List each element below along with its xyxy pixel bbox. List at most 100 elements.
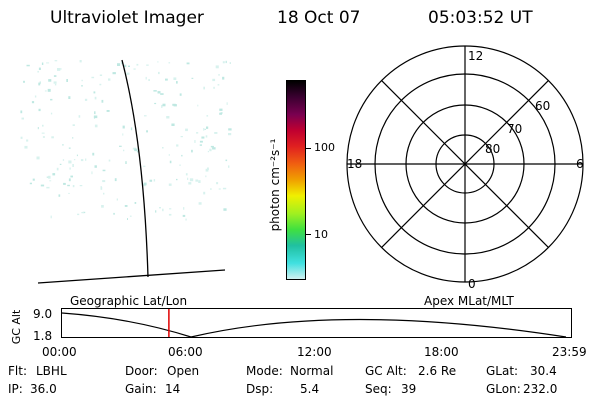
speckle xyxy=(225,60,227,64)
speckle xyxy=(44,90,47,92)
speckle xyxy=(205,168,209,172)
speckle xyxy=(63,182,66,185)
speckle xyxy=(102,180,106,183)
speckle xyxy=(103,192,105,195)
speckle xyxy=(222,187,227,190)
status-gain-value: 14 xyxy=(165,382,181,396)
speckle xyxy=(91,76,95,79)
speckle xyxy=(228,128,232,131)
colorbar-tick-mark-100 xyxy=(306,148,311,149)
speckle xyxy=(149,179,153,182)
speckle xyxy=(165,78,168,81)
speckle xyxy=(223,208,227,211)
speckle xyxy=(161,104,163,108)
speckle xyxy=(72,164,74,167)
speckle xyxy=(168,62,171,64)
status-gcalt-label: GC Alt: xyxy=(365,364,407,378)
speckle xyxy=(205,175,207,178)
mlat-label-80: 80 xyxy=(485,142,500,156)
speckle xyxy=(207,167,209,170)
colorbar-tick-mark-10 xyxy=(306,234,311,235)
speckle xyxy=(181,154,183,157)
timeline-ytick-low: 1.8 xyxy=(33,329,53,343)
speckle xyxy=(78,115,81,118)
speckle xyxy=(214,132,218,134)
speckle xyxy=(62,159,65,161)
speckle xyxy=(186,62,190,65)
speckle xyxy=(84,98,88,101)
speckle xyxy=(93,91,96,94)
speckle xyxy=(36,156,40,160)
speckle xyxy=(102,169,106,172)
speckle xyxy=(206,126,209,129)
speckle xyxy=(119,145,122,147)
observation-date: 18 Oct 07 xyxy=(277,8,361,28)
status-ip-value: 36.0 xyxy=(30,382,57,396)
speckle xyxy=(50,215,52,219)
status-mode-value: Normal xyxy=(290,364,334,378)
speckle xyxy=(148,79,150,81)
speckle xyxy=(20,110,23,114)
speckle xyxy=(42,136,45,138)
speckle xyxy=(185,173,188,176)
geographic-panel-label: Geographic Lat/Lon xyxy=(70,294,188,308)
status-seq-value: 39 xyxy=(401,382,417,396)
speckle xyxy=(136,63,139,66)
speckle xyxy=(216,182,219,185)
speckle xyxy=(20,136,23,139)
speckle xyxy=(38,82,41,86)
speckle xyxy=(101,99,104,103)
speckle xyxy=(203,191,206,195)
speckle xyxy=(81,79,83,82)
colorbar-tick-10: 10 xyxy=(314,228,328,241)
speckle xyxy=(127,218,128,220)
mlat-label-60: 60 xyxy=(535,99,550,113)
speckle xyxy=(41,62,44,65)
speckle xyxy=(108,78,111,81)
speckle xyxy=(218,74,220,76)
speckle xyxy=(92,152,95,156)
speckle xyxy=(72,185,75,188)
speckle xyxy=(67,184,70,187)
speckle xyxy=(94,111,96,115)
speckle xyxy=(134,148,138,152)
speckle xyxy=(69,167,71,170)
speckle xyxy=(146,130,148,133)
speckle xyxy=(143,165,146,167)
status-glat-label: GLat: xyxy=(486,364,519,378)
speckle xyxy=(229,62,231,64)
uv-emission-speckles xyxy=(20,60,232,221)
speckle xyxy=(48,79,52,82)
status-glon-label: GLon: xyxy=(486,382,521,396)
status-door-label: Door: xyxy=(125,364,158,378)
speckle xyxy=(168,154,170,156)
speckle xyxy=(143,182,147,186)
status-mode-label: Mode: xyxy=(246,364,283,378)
speckle xyxy=(198,180,201,183)
speckle xyxy=(125,161,127,164)
speckle xyxy=(122,125,125,129)
speckle xyxy=(54,60,58,62)
timeline-ylabel: GC Alt xyxy=(10,309,23,345)
speckle xyxy=(168,213,172,216)
speckle xyxy=(106,110,110,112)
mlt-label-12: 12 xyxy=(468,49,483,63)
speckle xyxy=(80,159,84,162)
speckle xyxy=(173,77,177,80)
status-dsp-label: Dsp: xyxy=(246,382,274,396)
speckle xyxy=(54,83,57,86)
mlat-label-70: 70 xyxy=(507,122,522,136)
speckle xyxy=(72,124,75,126)
speckle xyxy=(32,178,35,181)
speckle xyxy=(23,80,25,83)
speckle xyxy=(41,132,45,134)
speckle xyxy=(46,186,50,189)
speckle xyxy=(226,102,228,105)
speckle xyxy=(215,65,219,69)
speckle xyxy=(185,218,187,221)
speckle xyxy=(68,178,71,182)
status-filter-label: Flt: xyxy=(8,364,27,378)
speckle xyxy=(198,202,202,205)
speckle xyxy=(182,214,186,217)
instrument-title: Ultraviolet Imager xyxy=(50,8,204,28)
